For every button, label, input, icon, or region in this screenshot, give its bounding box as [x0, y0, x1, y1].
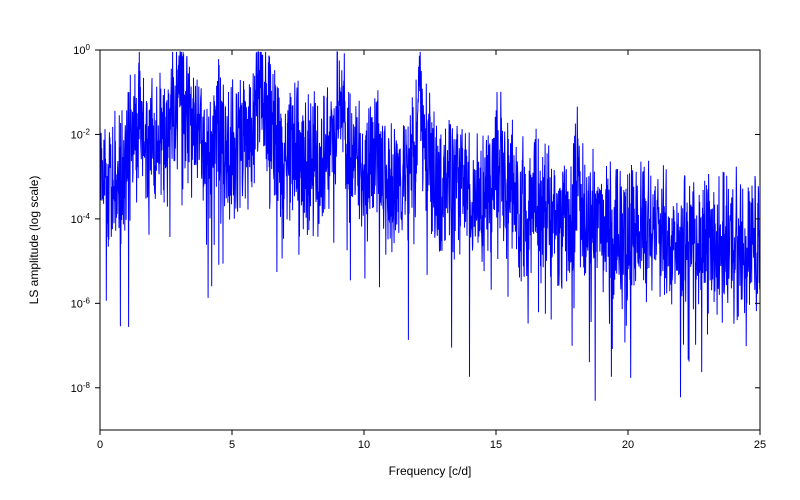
- y-tick-label: 10-6: [71, 296, 91, 311]
- y-tick-label: 10-4: [71, 211, 91, 226]
- x-tick-label: 25: [754, 439, 766, 451]
- x-tick-label: 20: [622, 439, 634, 451]
- x-axis-label: Frequency [c/d]: [389, 464, 472, 478]
- spectrum-line: [100, 52, 760, 401]
- x-tick-label: 5: [229, 439, 235, 451]
- chart-canvas: 0 5 10 15 20 25 10-8 10-6 10-4 10-2 100 Frequency […: [0, 0, 800, 500]
- x-tick-label: 15: [490, 439, 502, 451]
- y-tick-label: 100: [73, 43, 90, 58]
- periodogram-chart: 0 5 10 15 20 25 10-8 10-6 10-4 10-2 100 Frequency […: [0, 0, 800, 500]
- x-tick-label: 10: [358, 439, 370, 451]
- x-tick-label: 0: [97, 439, 103, 451]
- y-axis-label: LS amplitude (log scale): [27, 176, 41, 305]
- y-tick-label: 10-8: [71, 380, 91, 395]
- y-tick-label: 10-2: [71, 127, 91, 142]
